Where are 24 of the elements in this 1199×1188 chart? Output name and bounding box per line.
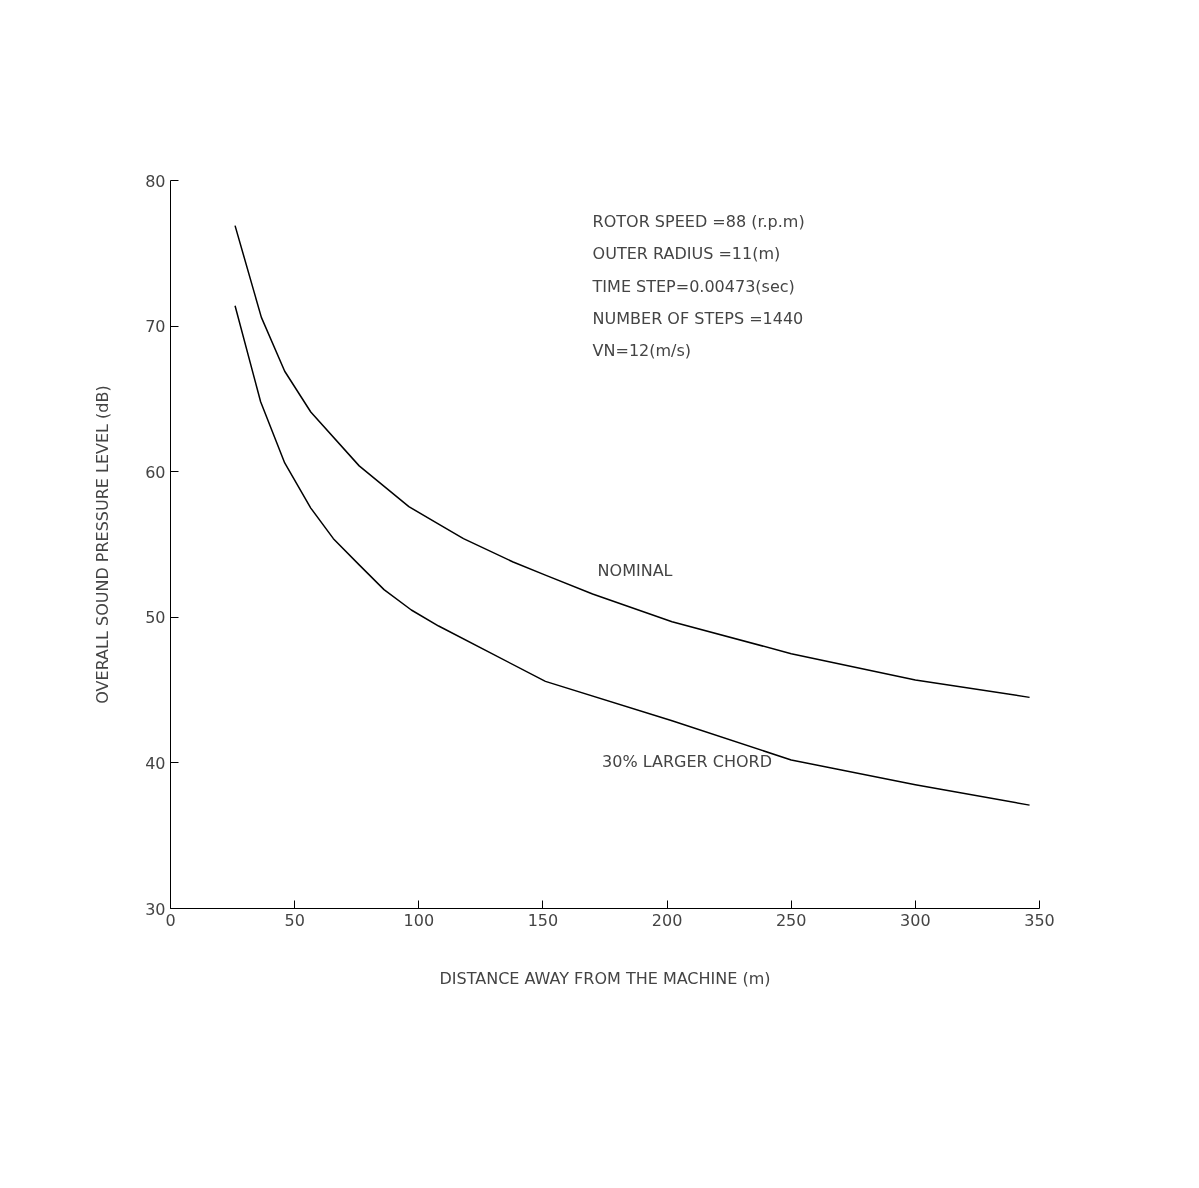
y-tick-label: 70 [145, 317, 166, 337]
x-tick-label: 50 [284, 910, 305, 930]
annotation: NUMBER OF STEPS =1440 [592, 308, 804, 328]
annotation: TIME STEP=0.00473(sec) [591, 276, 795, 296]
x-tick-label: 300 [900, 910, 931, 930]
series-label: 30% LARGER CHORD [602, 751, 772, 771]
x-tick-label: 0 [165, 910, 176, 930]
x-axis-title: DISTANCE AWAY FROM THE MACHINE (m) [439, 968, 771, 988]
annotation: OUTER RADIUS =11(m) [592, 244, 781, 264]
y-tick-label: 80 [145, 171, 166, 191]
x-tick-label: 100 [403, 910, 435, 930]
y-tick-label: 50 [145, 608, 166, 628]
x-tick-label: 350 [1024, 910, 1055, 930]
y-tick-label: 40 [145, 753, 166, 773]
line-series [234, 304, 1031, 806]
y-tick-label: 30 [145, 899, 166, 919]
annotation: VN=12(m/s) [592, 340, 692, 360]
x-tick-label: 150 [527, 910, 559, 930]
y-axis-title: OVERALL SOUND PRESSURE LEVEL (dB) [93, 385, 113, 704]
x-tick-label: 200 [651, 910, 683, 930]
x-tick-label: 250 [775, 910, 807, 930]
y-tick-label: 60 [145, 462, 166, 482]
series-label: NOMINAL [597, 561, 673, 580]
annotation: ROTOR SPEED =88 (r.p.m) [592, 212, 805, 232]
